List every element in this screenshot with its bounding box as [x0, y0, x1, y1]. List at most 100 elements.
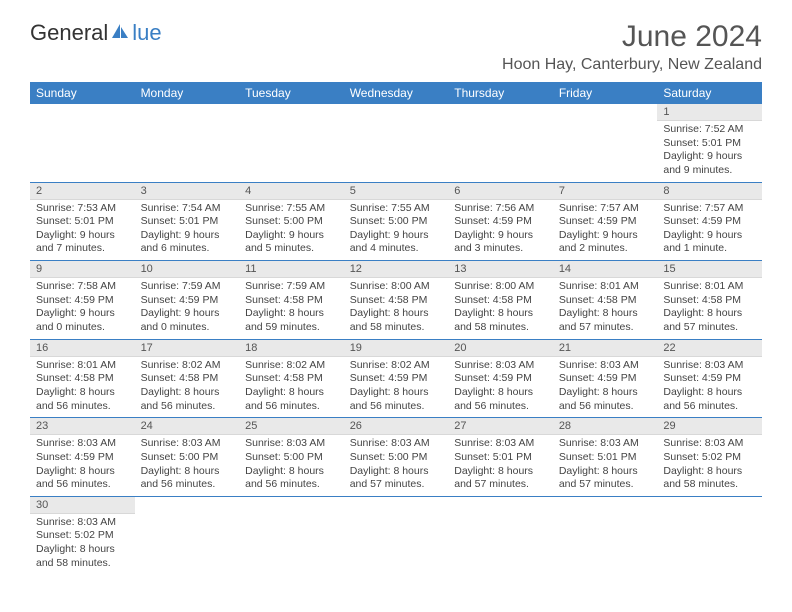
- daylight-line: Daylight: 9 hours: [350, 229, 443, 243]
- calendar-day-cell: 27Sunrise: 8:03 AMSunset: 5:01 PMDayligh…: [448, 418, 553, 497]
- sunrise-line: Sunrise: 7:57 AM: [559, 202, 652, 216]
- daylight-line2: and 56 minutes.: [663, 400, 756, 414]
- calendar-day-cell: 5Sunrise: 7:55 AMSunset: 5:00 PMDaylight…: [344, 182, 449, 261]
- sunset-line: Sunset: 4:58 PM: [559, 294, 652, 308]
- day-body: Sunrise: 8:02 AMSunset: 4:58 PMDaylight:…: [239, 357, 344, 418]
- day-body: Sunrise: 8:03 AMSunset: 5:00 PMDaylight:…: [239, 435, 344, 496]
- daylight-line: Daylight: 8 hours: [36, 543, 129, 557]
- daylight-line2: and 56 minutes.: [350, 400, 443, 414]
- daylight-line: Daylight: 8 hours: [559, 386, 652, 400]
- weekday-header: Monday: [135, 82, 240, 104]
- daylight-line: Daylight: 9 hours: [663, 229, 756, 243]
- daylight-line2: and 58 minutes.: [454, 321, 547, 335]
- daylight-line: Daylight: 8 hours: [245, 386, 338, 400]
- day-number: 11: [239, 261, 344, 278]
- calendar-day-cell: 19Sunrise: 8:02 AMSunset: 4:59 PMDayligh…: [344, 339, 449, 418]
- daylight-line2: and 57 minutes.: [559, 321, 652, 335]
- sunrise-line: Sunrise: 7:54 AM: [141, 202, 234, 216]
- calendar-week-row: 30Sunrise: 8:03 AMSunset: 5:02 PMDayligh…: [30, 496, 762, 574]
- sunset-line: Sunset: 4:59 PM: [663, 215, 756, 229]
- daylight-line: Daylight: 9 hours: [663, 150, 756, 164]
- daylight-line: Daylight: 9 hours: [36, 229, 129, 243]
- sunrise-line: Sunrise: 8:01 AM: [36, 359, 129, 373]
- sunset-line: Sunset: 4:59 PM: [36, 294, 129, 308]
- daylight-line2: and 9 minutes.: [663, 164, 756, 178]
- calendar-day-cell: 2Sunrise: 7:53 AMSunset: 5:01 PMDaylight…: [30, 182, 135, 261]
- daylight-line: Daylight: 9 hours: [454, 229, 547, 243]
- day-body: Sunrise: 8:03 AMSunset: 5:02 PMDaylight:…: [30, 514, 135, 575]
- sunset-line: Sunset: 4:59 PM: [141, 294, 234, 308]
- brand-part2: lue: [132, 20, 161, 46]
- sunset-line: Sunset: 4:59 PM: [36, 451, 129, 465]
- day-number: 14: [553, 261, 658, 278]
- daylight-line2: and 58 minutes.: [663, 478, 756, 492]
- location: Hoon Hay, Canterbury, New Zealand: [502, 56, 762, 74]
- daylight-line2: and 0 minutes.: [141, 321, 234, 335]
- day-number: [239, 104, 344, 120]
- day-number: 22: [657, 340, 762, 357]
- sunset-line: Sunset: 5:01 PM: [559, 451, 652, 465]
- calendar-day-cell: 17Sunrise: 8:02 AMSunset: 4:58 PMDayligh…: [135, 339, 240, 418]
- day-number: [30, 104, 135, 120]
- calendar-day-cell: 25Sunrise: 8:03 AMSunset: 5:00 PMDayligh…: [239, 418, 344, 497]
- calendar-day-cell: [553, 496, 658, 574]
- sunset-line: Sunset: 4:58 PM: [141, 372, 234, 386]
- day-number: 13: [448, 261, 553, 278]
- day-number: 30: [30, 497, 135, 514]
- day-number: 19: [344, 340, 449, 357]
- sunset-line: Sunset: 4:58 PM: [245, 372, 338, 386]
- calendar-day-cell: [135, 496, 240, 574]
- day-body: Sunrise: 8:03 AMSunset: 5:02 PMDaylight:…: [657, 435, 762, 496]
- calendar-day-cell: [135, 104, 240, 182]
- sunrise-line: Sunrise: 7:59 AM: [141, 280, 234, 294]
- daylight-line2: and 57 minutes.: [663, 321, 756, 335]
- calendar-day-cell: [239, 496, 344, 574]
- sunset-line: Sunset: 5:01 PM: [454, 451, 547, 465]
- month-title: June 2024: [502, 20, 762, 54]
- calendar-day-cell: [657, 496, 762, 574]
- sunrise-line: Sunrise: 8:00 AM: [454, 280, 547, 294]
- calendar-day-cell: [30, 104, 135, 182]
- day-number: 1: [657, 104, 762, 121]
- calendar-day-cell: 30Sunrise: 8:03 AMSunset: 5:02 PMDayligh…: [30, 496, 135, 574]
- calendar-day-cell: [448, 496, 553, 574]
- daylight-line2: and 4 minutes.: [350, 242, 443, 256]
- day-number: [344, 104, 449, 120]
- day-body: Sunrise: 8:00 AMSunset: 4:58 PMDaylight:…: [448, 278, 553, 339]
- daylight-line2: and 58 minutes.: [350, 321, 443, 335]
- sunrise-line: Sunrise: 8:01 AM: [559, 280, 652, 294]
- daylight-line: Daylight: 8 hours: [245, 307, 338, 321]
- day-body: Sunrise: 8:03 AMSunset: 4:59 PMDaylight:…: [30, 435, 135, 496]
- weekday-header-row: Sunday Monday Tuesday Wednesday Thursday…: [30, 82, 762, 104]
- calendar-week-row: 1Sunrise: 7:52 AMSunset: 5:01 PMDaylight…: [30, 104, 762, 182]
- sunrise-line: Sunrise: 8:03 AM: [245, 437, 338, 451]
- sunset-line: Sunset: 5:01 PM: [141, 215, 234, 229]
- day-body: Sunrise: 7:56 AMSunset: 4:59 PMDaylight:…: [448, 200, 553, 261]
- daylight-line2: and 57 minutes.: [350, 478, 443, 492]
- day-number: 5: [344, 183, 449, 200]
- daylight-line: Daylight: 9 hours: [141, 307, 234, 321]
- sunset-line: Sunset: 5:00 PM: [350, 215, 443, 229]
- calendar-day-cell: 21Sunrise: 8:03 AMSunset: 4:59 PMDayligh…: [553, 339, 658, 418]
- calendar-day-cell: 15Sunrise: 8:01 AMSunset: 4:58 PMDayligh…: [657, 261, 762, 340]
- sunrise-line: Sunrise: 8:03 AM: [36, 516, 129, 530]
- calendar-day-cell: 7Sunrise: 7:57 AMSunset: 4:59 PMDaylight…: [553, 182, 658, 261]
- calendar-day-cell: [344, 496, 449, 574]
- daylight-line2: and 56 minutes.: [559, 400, 652, 414]
- day-number: 7: [553, 183, 658, 200]
- day-body: Sunrise: 7:52 AMSunset: 5:01 PMDaylight:…: [657, 121, 762, 182]
- day-number: 20: [448, 340, 553, 357]
- day-number: 12: [344, 261, 449, 278]
- day-number: 2: [30, 183, 135, 200]
- sunrise-line: Sunrise: 7:59 AM: [245, 280, 338, 294]
- daylight-line: Daylight: 8 hours: [454, 465, 547, 479]
- calendar-day-cell: 8Sunrise: 7:57 AMSunset: 4:59 PMDaylight…: [657, 182, 762, 261]
- day-body: Sunrise: 8:03 AMSunset: 5:01 PMDaylight:…: [448, 435, 553, 496]
- daylight-line2: and 6 minutes.: [141, 242, 234, 256]
- sunset-line: Sunset: 4:58 PM: [245, 294, 338, 308]
- sunset-line: Sunset: 4:58 PM: [36, 372, 129, 386]
- sunset-line: Sunset: 5:01 PM: [36, 215, 129, 229]
- calendar-table: Sunday Monday Tuesday Wednesday Thursday…: [30, 82, 762, 574]
- day-number: 26: [344, 418, 449, 435]
- daylight-line: Daylight: 8 hours: [454, 386, 547, 400]
